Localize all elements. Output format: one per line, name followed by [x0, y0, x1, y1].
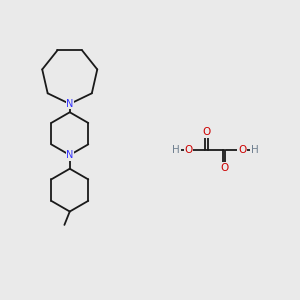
Text: O: O — [202, 127, 211, 137]
Text: O: O — [184, 145, 193, 155]
Text: H: H — [251, 145, 259, 155]
Text: H: H — [172, 145, 180, 155]
Text: N: N — [66, 99, 74, 109]
Text: N: N — [66, 150, 74, 160]
Text: O: O — [238, 145, 246, 155]
Text: O: O — [220, 163, 228, 173]
